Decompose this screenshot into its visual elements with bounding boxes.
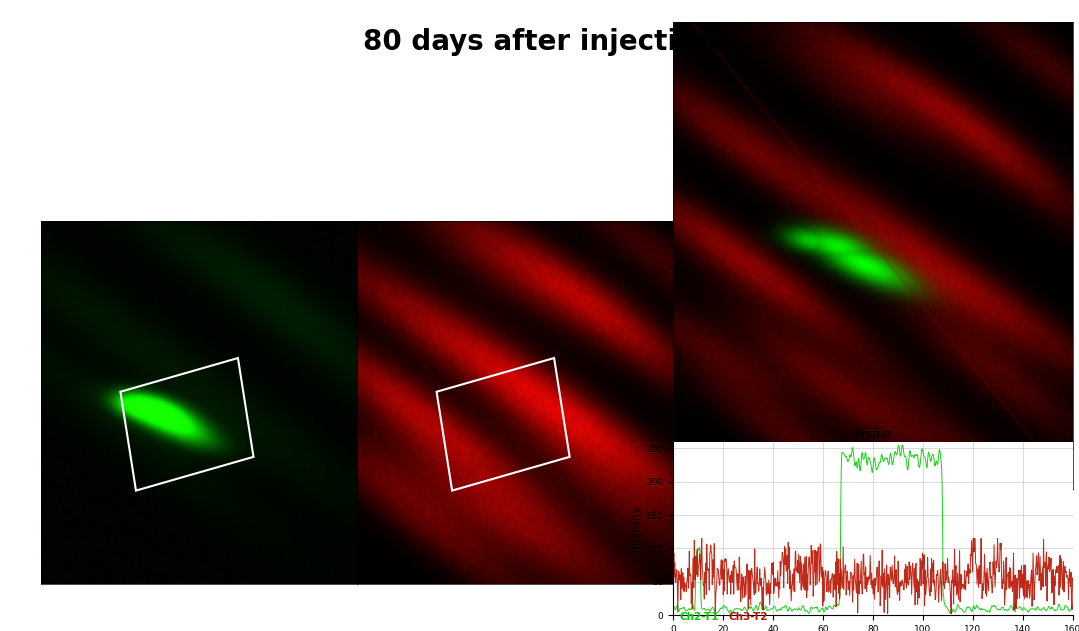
Text: Ch2-T1: Ch2-T1 xyxy=(680,611,720,622)
Title: Profile: Profile xyxy=(855,428,891,440)
Bar xyxy=(437,358,570,490)
Text: 80 days after injection: 80 days after injection xyxy=(363,28,716,56)
Text: Ch3-T2: Ch3-T2 xyxy=(728,611,768,622)
Bar xyxy=(121,358,254,490)
Y-axis label: Intensity: Intensity xyxy=(631,505,641,551)
